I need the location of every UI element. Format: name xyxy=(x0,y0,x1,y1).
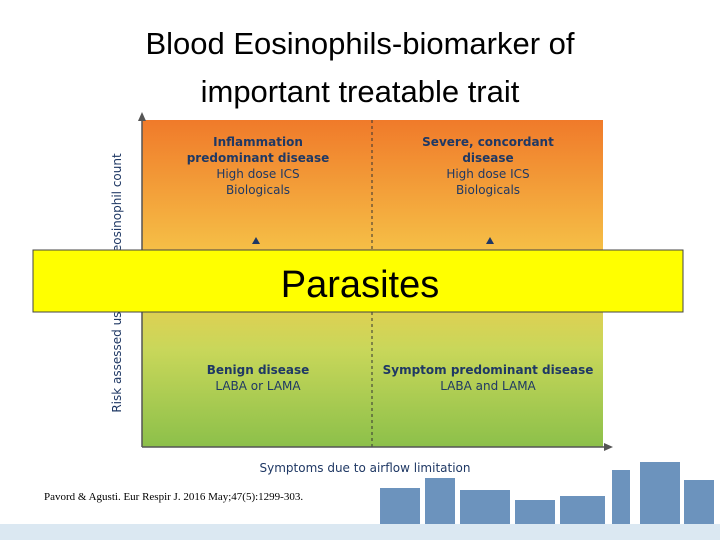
arrow xyxy=(486,237,494,244)
cityscape xyxy=(380,462,714,524)
overlay-box xyxy=(32,249,684,313)
quadrants: Inflammation predominant disease High dose… xyxy=(187,135,594,393)
quadrant-treatment: LABA and LAMA xyxy=(440,379,536,393)
quadrant-heading: Symptom predominant disease xyxy=(383,363,594,377)
title-line: important treatable trait xyxy=(201,74,520,109)
footer-band xyxy=(0,524,720,540)
quadrant-treatment: Biologicals xyxy=(456,183,520,197)
x-axis-label: Symptoms due to airflow limitation xyxy=(260,461,471,475)
quadrant-heading: predominant disease xyxy=(187,151,330,165)
quadrant-heading: disease xyxy=(462,151,513,165)
quadrant-heading: Severe, concordant xyxy=(422,135,554,149)
arrow xyxy=(604,443,613,451)
title-line: Blood Eosinophils-biomarker of xyxy=(145,26,574,61)
arrow xyxy=(138,112,146,121)
quadrant-treatment: LABA or LAMA xyxy=(215,379,301,393)
arrow xyxy=(252,237,260,244)
quadrant-heading: Benign disease xyxy=(207,363,310,377)
quadrant-treatment: High dose ICS xyxy=(216,167,299,181)
quadrant-heading: Inflammation xyxy=(213,135,303,149)
quadrant-treatment: Biologicals xyxy=(226,183,290,197)
quadrant-treatment: High dose ICS xyxy=(446,167,529,181)
citation: Pavord & Agusti. Eur Respir J. 2016 May;… xyxy=(44,491,303,503)
overlay-text: Parasites xyxy=(281,264,439,306)
